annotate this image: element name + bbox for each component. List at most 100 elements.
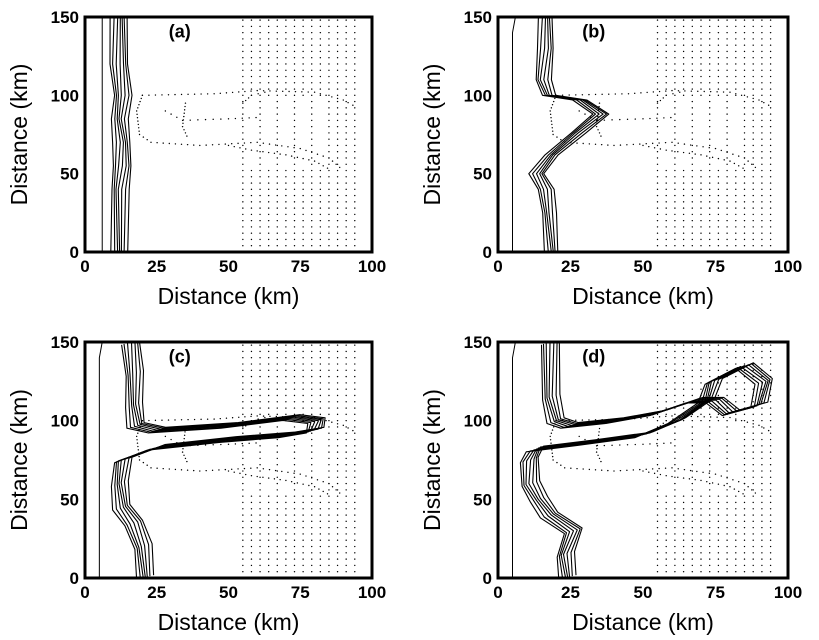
- field-dot: [259, 514, 261, 516]
- field-dot: [336, 157, 339, 159]
- field-dot: [242, 501, 244, 504]
- field-dot: [250, 533, 253, 535]
- field-dot: [231, 417, 234, 419]
- field-dot: [761, 545, 763, 548]
- field-dot: [556, 461, 558, 464]
- field-dot: [250, 375, 253, 378]
- field-dot: [302, 245, 304, 247]
- field-dot: [682, 245, 685, 247]
- field-dot: [735, 75, 737, 78]
- field-dot: [735, 495, 737, 497]
- field-dot: [250, 19, 253, 21]
- field-dot: [752, 545, 754, 548]
- field-dot: [302, 558, 304, 560]
- field-dot: [743, 169, 746, 172]
- field-dot: [245, 148, 247, 150]
- field-dot: [752, 163, 754, 165]
- field-dot: [769, 407, 772, 409]
- y-tick-label: 100: [464, 412, 492, 431]
- field-dot: [709, 451, 711, 453]
- field-dot: [274, 469, 277, 472]
- field-dot: [186, 143, 189, 146]
- field-dot: [345, 132, 347, 134]
- field-dot: [761, 31, 763, 34]
- field-dot: [354, 394, 356, 397]
- field-dot: [665, 50, 667, 53]
- field-dot: [743, 50, 746, 53]
- field-dot: [250, 407, 253, 409]
- front-contour: [539, 17, 604, 252]
- field-dot: [311, 125, 313, 128]
- field-dot: [769, 526, 772, 529]
- field-dot: [281, 470, 283, 473]
- field-dot: [665, 232, 667, 234]
- field-dot: [293, 125, 296, 128]
- field-dot: [691, 25, 693, 28]
- field-dot: [328, 369, 330, 372]
- field-dot: [267, 526, 270, 529]
- field-dot: [656, 102, 659, 104]
- field-dot: [665, 382, 667, 384]
- field-dot: [726, 407, 728, 409]
- field-dot: [276, 75, 278, 78]
- field-dot: [656, 394, 659, 397]
- field-dot: [267, 63, 270, 65]
- field-dot: [183, 437, 185, 440]
- field-dot: [276, 357, 278, 359]
- field-dot: [342, 99, 344, 101]
- field-dot: [276, 213, 278, 216]
- field-dot: [665, 213, 667, 216]
- field-dot: [319, 388, 322, 390]
- front-contour: [115, 17, 121, 252]
- field-dot: [709, 194, 711, 197]
- field-dot: [302, 545, 304, 548]
- field-dot: [769, 245, 772, 247]
- field-dot: [354, 107, 356, 109]
- field-dot: [709, 69, 711, 71]
- field-dot: [639, 143, 641, 145]
- field-dot: [242, 138, 244, 140]
- field-dot: [250, 188, 253, 191]
- field-dot: [700, 194, 702, 197]
- field-dot: [250, 467, 252, 469]
- field-dot: [729, 416, 731, 419]
- field-dot: [267, 558, 270, 560]
- field-dot: [691, 219, 693, 222]
- field-dot: [691, 169, 693, 172]
- field-dot: [769, 489, 772, 491]
- field-dot: [285, 25, 287, 28]
- field-dot: [285, 213, 287, 216]
- field-dot: [674, 363, 676, 365]
- field-dot: [665, 75, 667, 78]
- front-contour: [118, 342, 320, 578]
- field-dot: [735, 38, 737, 40]
- field-dot: [735, 514, 737, 516]
- field-dot: [242, 350, 244, 353]
- field-dot: [729, 91, 731, 93]
- field-dot: [319, 369, 322, 372]
- field-dot: [311, 38, 313, 40]
- field-dot: [276, 163, 278, 165]
- field-dot: [242, 369, 244, 372]
- field-dot: [328, 107, 330, 109]
- field-dot: [656, 188, 659, 191]
- field-dot: [354, 88, 356, 90]
- field-dot: [674, 476, 676, 479]
- field-dot: [761, 533, 763, 535]
- field-dot: [769, 69, 772, 71]
- field-dot: [345, 369, 347, 372]
- field-dot: [761, 50, 763, 53]
- field-dot: [345, 169, 347, 172]
- field-dot: [674, 344, 676, 346]
- field-dot: [726, 201, 728, 203]
- field-dot: [302, 194, 304, 197]
- field-dot: [709, 245, 711, 247]
- field-dot: [274, 144, 277, 146]
- field-dot: [607, 144, 609, 146]
- field-dot: [345, 476, 347, 479]
- field-dot: [267, 344, 270, 346]
- field-dot: [267, 226, 270, 228]
- field-dot: [709, 163, 711, 165]
- field-dot: [700, 207, 702, 209]
- field-dot: [354, 75, 356, 78]
